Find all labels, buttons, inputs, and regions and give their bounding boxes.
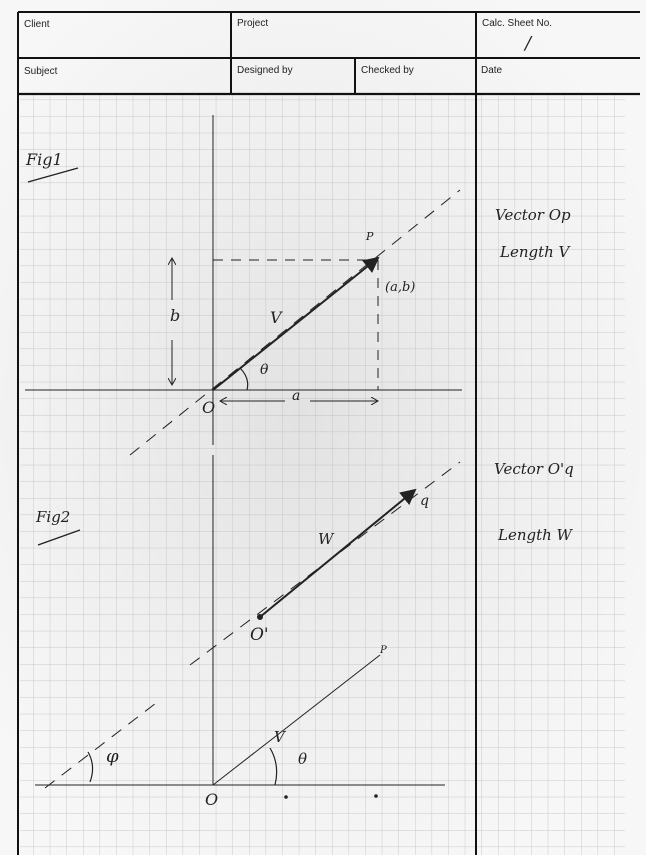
fig2-dashed-line-lower: [44, 699, 161, 789]
fig2-v-label: V: [274, 728, 285, 746]
calc-sheet-label: Calc. Sheet No.: [482, 18, 553, 29]
subject-label: Subject: [24, 66, 58, 77]
fig2-theta: θ: [298, 750, 308, 768]
client-label: Client: [24, 19, 50, 30]
fig1-vector-label: V: [270, 308, 282, 327]
calc-sheet-value: /: [525, 33, 532, 54]
fig2-origin-prime: O': [250, 625, 269, 645]
fig2-vector-v: [212, 654, 381, 786]
fig1-theta: θ: [260, 362, 269, 378]
designed-by-label: Designed by: [237, 65, 293, 76]
fig2-w-label: W: [318, 530, 334, 548]
fig1-point-p: P: [366, 230, 374, 243]
fig1-title: Fig1: [26, 150, 63, 169]
title-block: [17, 11, 640, 855]
fig2-diagram: [35, 455, 461, 799]
fig1-dashed-line: [129, 189, 461, 456]
fig2-dashed-line-upper: [189, 461, 461, 666]
note2-line1: Vector O'q: [494, 460, 574, 478]
fig1-a-label: a: [292, 388, 301, 404]
fig1-coords: (a,b): [385, 280, 416, 295]
fig2-title: Fig2: [36, 508, 71, 526]
fig1-b-label: b: [170, 306, 181, 325]
note2-line2: Length W: [498, 526, 572, 544]
grid-area: [20, 94, 625, 855]
fig2-phi: φ: [106, 746, 119, 767]
project-label: Project: [237, 18, 269, 29]
note1-line1: Vector Op: [495, 206, 571, 224]
fig2-vector-w: [259, 488, 417, 618]
note1-line2: Length V: [500, 243, 570, 261]
fig2-point-q: q: [420, 493, 429, 509]
date-label: Date: [481, 65, 503, 76]
checked-by-label: Checked by: [361, 65, 414, 76]
fig1-origin: O: [202, 398, 216, 417]
fig1-diagram: [25, 115, 462, 456]
fig2-point-p: P: [380, 645, 387, 656]
fig2-origin: O: [205, 790, 219, 809]
